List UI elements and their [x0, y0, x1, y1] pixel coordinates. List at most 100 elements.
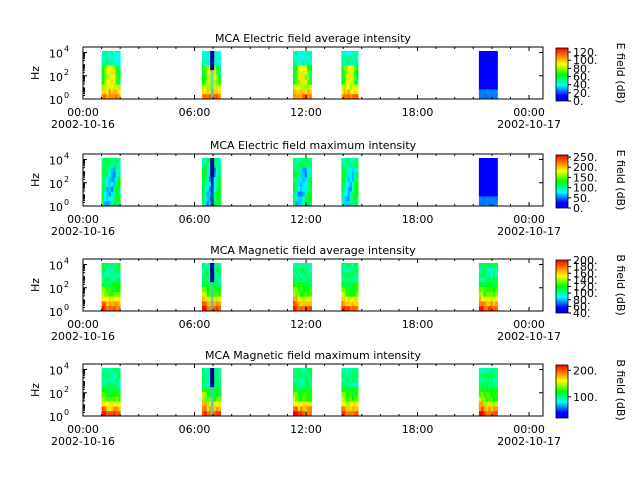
heatmap-cell [106, 167, 109, 173]
heatmap-cell [115, 167, 119, 173]
heatmap-cell [347, 392, 351, 398]
heatmap-cell [106, 162, 109, 168]
heatmap-cell [345, 84, 349, 90]
heatmap-cell [117, 368, 121, 374]
heatmap-cell [485, 186, 489, 192]
heatmap-cell [488, 296, 491, 302]
heatmap-cell [115, 94, 119, 100]
heatmap-cell [117, 406, 121, 412]
heatmap-cell [117, 301, 121, 307]
heatmap-cell [345, 94, 349, 100]
heatmap-cell [343, 186, 346, 192]
heatmap-cell [341, 162, 344, 168]
y-tick-label: 10 [49, 411, 63, 424]
heatmap-cell [213, 94, 217, 100]
heatmap-cell [343, 291, 346, 297]
heatmap-cell [353, 368, 357, 374]
heatmap-cell [297, 372, 301, 378]
heatmap-cell [351, 272, 355, 278]
heatmap-cell [492, 84, 496, 90]
heatmap-cell [108, 406, 112, 412]
colorbar-tick-label: 0. [573, 95, 584, 108]
heatmap-cell [353, 291, 357, 297]
heatmap-cell [213, 167, 217, 173]
colorbar-tick-label: 180. [573, 261, 598, 274]
spectrogram-panel-4: MCA Magnetic field maximum intensityHz10… [29, 349, 627, 448]
heatmap-cell [306, 267, 310, 273]
heatmap-cell [309, 89, 312, 95]
heatmap-cell [304, 272, 308, 278]
heatmap-cell [113, 368, 116, 374]
heatmap-cell [478, 89, 482, 95]
heatmap-cell [345, 167, 349, 173]
heatmap-cell [353, 167, 357, 173]
heatmap-cell [481, 94, 484, 100]
heatmap-cell [341, 306, 344, 312]
heatmap-cell [295, 382, 299, 388]
heatmap-cell [355, 196, 359, 202]
heatmap-cell [495, 158, 498, 164]
heatmap-cell [345, 368, 349, 374]
panel-title: MCA Electric field average intensity [215, 32, 411, 45]
heatmap-cell [302, 306, 306, 312]
heatmap-cell [206, 196, 210, 202]
colorbar-tick-label: 100. [573, 54, 598, 67]
heatmap-cell [483, 84, 487, 90]
heatmap-cell [490, 263, 494, 269]
heatmap-cell [218, 75, 221, 81]
heatmap-cell [206, 296, 210, 302]
heatmap-cell [343, 287, 346, 293]
heatmap-cell [488, 396, 491, 402]
heatmap-cell [215, 387, 219, 393]
heatmap-cell [293, 177, 296, 183]
heatmap-cell [349, 51, 353, 57]
heatmap-cell [293, 287, 296, 293]
heatmap-cell [483, 392, 487, 398]
heatmap-cell [483, 89, 487, 95]
heatmap-cell [208, 84, 212, 90]
heatmap-cell [218, 84, 221, 90]
heatmap-cell [295, 406, 299, 412]
heatmap-cell [110, 287, 114, 293]
heatmap-cell [204, 411, 207, 417]
heatmap-cell [341, 89, 344, 95]
heatmap-cell [117, 411, 121, 417]
heatmap-cell [483, 191, 487, 197]
heatmap-cell [492, 287, 496, 293]
heatmap-cell [488, 158, 491, 164]
heatmap-cell [341, 277, 344, 283]
heatmap-cell [347, 84, 351, 90]
heatmap-cell [110, 301, 114, 307]
heatmap-cell [204, 75, 207, 81]
heatmap-cell [345, 263, 349, 269]
heatmap-cell [204, 65, 207, 71]
x-tick-label: 18:00 [402, 423, 434, 436]
heatmap-cell [293, 263, 296, 269]
heatmap-cell [113, 392, 116, 398]
heatmap-cell [293, 396, 296, 402]
y-tick-label: 10 [49, 71, 63, 84]
heatmap-cell [483, 79, 487, 85]
heatmap-cell [208, 196, 212, 202]
heatmap-cell [115, 301, 119, 307]
heatmap-dark-band [210, 51, 215, 71]
heatmap-cell [115, 84, 119, 90]
heatmap-cell [297, 162, 301, 168]
heatmap-cell [345, 158, 349, 164]
heatmap-cell [106, 191, 109, 197]
heatmap-cell [293, 191, 296, 197]
heatmap-cell [490, 75, 494, 81]
heatmap-cell [355, 406, 359, 412]
heatmap-cell [341, 411, 344, 417]
heatmap-cell [113, 84, 116, 90]
heatmap-cell [213, 84, 217, 90]
heatmap-cell [208, 186, 212, 192]
heatmap-cell [309, 167, 312, 173]
heatmap-cell [215, 65, 219, 71]
heatmap-cell [304, 70, 308, 76]
spectrogram-segment [293, 368, 312, 417]
heatmap-cell [495, 372, 498, 378]
heatmap-cell [483, 401, 487, 407]
heatmap-dark-band [210, 282, 214, 311]
heatmap-cell [103, 401, 107, 407]
